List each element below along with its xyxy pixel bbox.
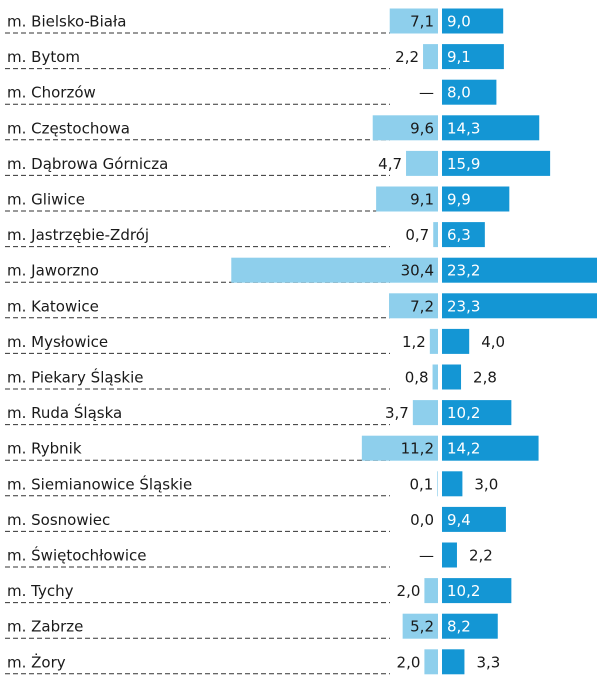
value-label: 2,8 <box>473 369 497 387</box>
value-label: 14,3 <box>447 119 480 137</box>
category-label: m. Zabrze <box>7 618 83 636</box>
category-label: m. Katowice <box>7 297 99 315</box>
category-label: m. Tychy <box>7 582 74 600</box>
category-label: m. Świętochłowice <box>7 546 147 565</box>
value-label: 9,9 <box>447 191 471 209</box>
category-label: m. Siemianowice Śląskie <box>7 474 192 493</box>
bar <box>442 400 512 426</box>
value-label: 6,3 <box>447 226 471 244</box>
value-label: 10,2 <box>447 404 480 422</box>
value-label: 2,0 <box>397 653 421 671</box>
value-label: 2,0 <box>397 582 421 600</box>
value-label: 4,7 <box>378 155 402 173</box>
category-label: m. Sosnowiec <box>7 511 110 529</box>
bar <box>442 613 498 639</box>
bar <box>406 150 438 176</box>
value-label: 0,0 <box>410 511 434 529</box>
category-label: m. Jaworzno <box>7 262 99 280</box>
value-label: 11,2 <box>401 440 434 458</box>
category-label: m. Jastrzębie-Zdrój <box>7 226 149 244</box>
category-label: m. Mysłowice <box>7 333 108 351</box>
value-label: 3,0 <box>474 475 498 493</box>
bar <box>442 257 597 283</box>
bar <box>376 186 438 212</box>
bar <box>442 506 506 532</box>
category-label: m. Ruda Śląska <box>7 403 122 422</box>
bar <box>437 471 438 497</box>
bar <box>442 186 510 212</box>
value-label: — <box>419 84 434 102</box>
value-label: 9,1 <box>410 191 434 209</box>
bar <box>442 222 485 248</box>
bar <box>442 328 470 354</box>
bar <box>442 8 504 34</box>
bar <box>442 150 551 176</box>
bar <box>442 578 512 604</box>
category-label: m. Chorzów <box>7 84 96 102</box>
value-label: 3,7 <box>385 404 409 422</box>
bar <box>432 364 438 390</box>
value-label: 3,3 <box>476 653 500 671</box>
bar <box>442 44 504 70</box>
bar <box>231 257 438 283</box>
value-label: 7,1 <box>410 13 434 31</box>
bar <box>424 578 438 604</box>
value-label: — <box>419 547 434 565</box>
value-label: 2,2 <box>469 547 493 565</box>
category-label: m. Dąbrowa Górnicza <box>7 155 168 173</box>
value-label: 0,1 <box>409 475 433 493</box>
value-label: 4,0 <box>481 333 505 351</box>
bar <box>442 79 497 105</box>
bar <box>429 328 438 354</box>
bar <box>372 115 438 141</box>
bar <box>442 435 539 461</box>
value-label: 23,3 <box>447 297 480 315</box>
value-label: 0,7 <box>405 226 429 244</box>
value-label: 23,2 <box>447 262 480 280</box>
bar <box>424 649 438 675</box>
value-label: 8,2 <box>447 618 471 636</box>
bar <box>442 542 457 568</box>
value-label: 9,6 <box>410 119 434 137</box>
bar <box>402 613 438 639</box>
bar <box>442 471 463 497</box>
value-label: 0,8 <box>405 369 429 387</box>
category-label: m. Żory <box>7 652 66 671</box>
category-label: m. Bytom <box>7 48 80 66</box>
category-label: m. Gliwice <box>7 191 85 209</box>
value-label: 9,0 <box>447 13 471 31</box>
bar <box>442 364 462 390</box>
value-label: 30,4 <box>401 262 434 280</box>
value-label: 14,2 <box>447 440 480 458</box>
value-label: 15,9 <box>447 155 480 173</box>
category-label: m. Rybnik <box>7 440 82 458</box>
value-label: 8,0 <box>447 84 471 102</box>
bar <box>442 293 597 319</box>
bar <box>361 435 438 461</box>
value-label: 7,2 <box>410 297 434 315</box>
bar <box>423 44 438 70</box>
value-label: 1,2 <box>402 333 426 351</box>
bar <box>389 8 438 34</box>
bar <box>442 115 540 141</box>
bar <box>442 649 465 675</box>
bar <box>433 222 438 248</box>
bar <box>389 293 438 319</box>
value-label: 9,1 <box>447 48 471 66</box>
value-label: 5,2 <box>410 618 434 636</box>
category-label: m. Piekary Śląskie <box>7 368 143 387</box>
value-label: 9,4 <box>447 511 471 529</box>
bar <box>412 400 438 426</box>
category-label: m. Bielsko-Biała <box>7 13 126 31</box>
value-label: 2,2 <box>395 48 419 66</box>
category-label: m. Częstochowa <box>7 119 130 137</box>
value-label: 10,2 <box>447 582 480 600</box>
